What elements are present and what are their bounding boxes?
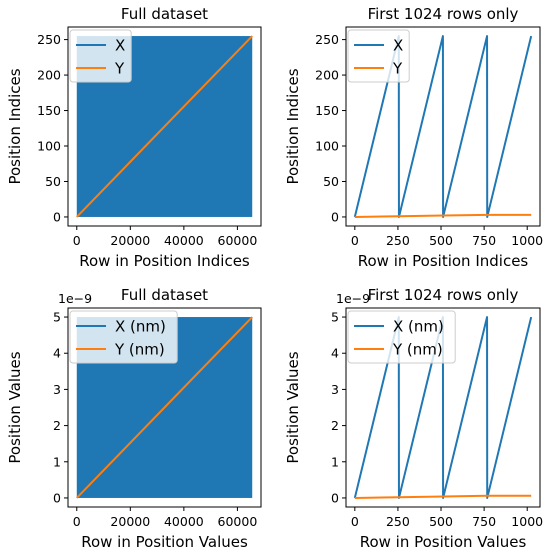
series-2-line <box>354 494 532 499</box>
series-2-line <box>76 35 253 218</box>
x-tick-label: 60000 <box>218 233 258 248</box>
x-axis-label: Row in Position Values <box>81 533 248 551</box>
legend-label: Y (nm) <box>114 341 165 359</box>
x-tick-label: 40000 <box>164 514 204 529</box>
axes-frame <box>345 307 541 508</box>
axes-frame <box>345 26 541 227</box>
x-tick-label: 750 <box>472 233 496 248</box>
y-tick-label: 200 <box>37 68 61 83</box>
legend-label: Y <box>114 60 125 78</box>
x-tick-label: 0 <box>73 233 81 248</box>
chart-title: Full dataset <box>121 286 208 304</box>
y-tick-label: 0 <box>331 490 339 505</box>
x-tick-label: 500 <box>429 233 453 248</box>
legend: XY <box>69 29 132 83</box>
x-tick-label: 0 <box>351 514 359 529</box>
x-tick-label: 250 <box>386 514 410 529</box>
chart-title: First 1024 rows only <box>368 5 519 23</box>
subplot-3: 0 20000 40000 60000 0 1 2 3 4 5 1e−9 Full dataset Ro… <box>6 286 262 551</box>
legend-label: X <box>393 37 403 55</box>
series-2-line <box>354 213 532 218</box>
y-axis-label: Position Indices <box>284 68 302 184</box>
y-tick-label: 2 <box>331 418 339 433</box>
subplot-2: 0 250 500 750 1000 0 50 100 150 200 250 First 1024 … <box>284 5 543 270</box>
y-tick-label: 50 <box>45 174 61 189</box>
x-tick-label: 20000 <box>110 233 150 248</box>
y-offset-text: 1e−9 <box>58 291 92 306</box>
x-tick-label: 1000 <box>511 514 543 529</box>
y-tick-label: 100 <box>37 139 61 154</box>
x-tick-label: 20000 <box>110 514 150 529</box>
chart-title: Full dataset <box>121 5 208 23</box>
y-tick-label: 0 <box>53 209 61 224</box>
y-tick-label: 250 <box>315 32 339 47</box>
y-tick-label: 4 <box>53 346 61 361</box>
y-tick-label: 3 <box>53 382 61 397</box>
y-tick-label: 100 <box>315 139 339 154</box>
x-axis-label: Row in Position Indices <box>79 252 250 270</box>
legend-label: Y (nm) <box>392 341 443 359</box>
y-tick-label: 150 <box>315 103 339 118</box>
axes-frame <box>67 307 262 508</box>
x-tick-label: 40000 <box>164 233 204 248</box>
subplot-1: 0 20000 40000 60000 0 50 100 150 200 250 Full data… <box>6 5 262 270</box>
x-tick-label: 0 <box>73 514 81 529</box>
legend: X (nm) Y (nm) <box>347 310 456 364</box>
x-tick-label: 60000 <box>218 514 258 529</box>
series-2-line <box>76 316 253 499</box>
y-axis-label: Position Values <box>284 351 302 463</box>
legend-label: Y <box>392 60 403 78</box>
x-tick-label: 750 <box>472 514 496 529</box>
axes-frame <box>67 26 262 227</box>
legend: XY <box>347 29 410 83</box>
y-tick-label: 150 <box>37 103 61 118</box>
y-axis-label: Position Indices <box>6 68 24 184</box>
y-tick-label: 1 <box>53 454 61 469</box>
legend-label: X <box>115 37 125 55</box>
y-tick-label: 250 <box>37 32 61 47</box>
x-tick-label: 0 <box>351 233 359 248</box>
y-tick-label: 0 <box>53 490 61 505</box>
legend-label: X (nm) <box>393 318 444 336</box>
x-tick-label: 500 <box>429 514 453 529</box>
y-tick-label: 1 <box>331 454 339 469</box>
y-tick-label: 5 <box>331 310 339 325</box>
y-axis-label: Position Values <box>6 351 24 463</box>
y-tick-label: 50 <box>323 174 339 189</box>
y-tick-label: 5 <box>53 310 61 325</box>
y-tick-label: 2 <box>53 418 61 433</box>
x-axis-label: Row in Position Values <box>360 533 527 551</box>
legend: X (nm) Y (nm) <box>69 310 178 364</box>
chart-title: First 1024 rows only <box>368 286 519 304</box>
legend-label: X (nm) <box>115 318 166 336</box>
x-axis-label: Row in Position Indices <box>358 252 529 270</box>
y-offset-text: 1e−9 <box>336 291 370 306</box>
x-tick-label: 1000 <box>511 233 543 248</box>
y-tick-label: 200 <box>315 68 339 83</box>
y-tick-label: 3 <box>331 382 339 397</box>
x-tick-label: 250 <box>386 233 410 248</box>
y-tick-label: 0 <box>331 209 339 224</box>
y-tick-label: 4 <box>331 346 339 361</box>
